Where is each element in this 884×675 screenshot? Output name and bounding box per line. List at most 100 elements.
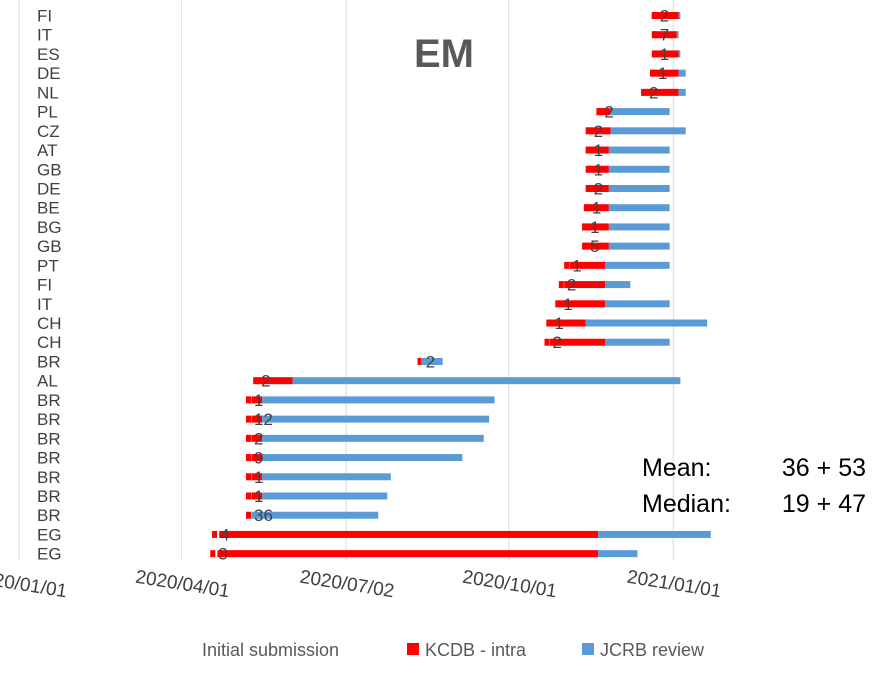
jcrb-review-bar: [678, 12, 681, 19]
kcdb-intra-bar: [589, 146, 609, 154]
initial-submission-marker: [585, 127, 591, 135]
jcrb-review-bar: [608, 223, 670, 231]
kcdb-intra-bar: [585, 242, 609, 250]
initial-submission-marker: [544, 338, 550, 346]
kcdb-intra-bar: [251, 434, 263, 442]
row-label: BR: [37, 506, 61, 525]
initial-submission-marker: [246, 454, 252, 462]
row-label: IT: [37, 295, 52, 314]
jcrb-review-bar: [251, 511, 379, 519]
row-count-label: 1: [254, 487, 263, 506]
legend-label: Initial submission: [202, 640, 339, 660]
row-label: BR: [37, 429, 61, 448]
row-label: BR: [37, 487, 61, 506]
row-count-label: 2: [660, 7, 669, 26]
initial-submission-marker: [246, 396, 252, 404]
jcrb-review-bar: [608, 242, 670, 250]
row-label: GB: [37, 237, 62, 256]
row-label: PT: [37, 256, 59, 275]
row-label: AT: [37, 141, 57, 160]
row-label: ES: [37, 45, 60, 64]
row-label: PL: [37, 103, 58, 122]
jcrb-review-bar: [262, 434, 484, 442]
initial-submission-marker: [555, 300, 561, 308]
legend-label: JCRB review: [600, 640, 705, 660]
row-count-label: 1: [594, 141, 603, 160]
row-count-label: 1: [254, 468, 263, 487]
kcdb-intra-bar: [219, 530, 599, 538]
kcdb-intra-bar: [651, 69, 679, 77]
kcdb-intra-bar: [251, 415, 263, 423]
legend-label: KCDB - intra: [425, 640, 527, 660]
row-count-label: 2: [426, 352, 435, 371]
jcrb-review-bar: [605, 300, 670, 308]
kcdb-intra-bar: [417, 357, 422, 365]
legend-swatch: [407, 643, 419, 655]
kcdb-intra-bar: [651, 12, 679, 19]
jcrb-review-bar: [678, 69, 686, 77]
row-label: FI: [37, 7, 52, 26]
row-count-label: 1: [594, 160, 603, 179]
row-count-label: 4: [220, 525, 229, 544]
kcdb-intra-bar: [589, 184, 609, 192]
row-count-label: 2: [553, 333, 562, 352]
jcrb-review-bar: [610, 127, 686, 135]
initial-submission-marker: [246, 473, 252, 481]
initial-submission-marker: [253, 377, 259, 385]
jcrb-review-bar: [585, 319, 708, 327]
initial-submission-marker: [246, 492, 252, 500]
row-label: BE: [37, 199, 60, 218]
row-count-label: 1: [563, 295, 572, 314]
jcrb-review-bar: [676, 31, 679, 39]
row-count-label: 3: [218, 545, 227, 564]
initial-submission-marker: [583, 204, 589, 212]
row-label: EG: [37, 525, 62, 544]
kcdb-intra-bar: [251, 396, 263, 404]
initial-submission-marker: [641, 88, 647, 96]
kcdb-intra-bar: [585, 223, 609, 231]
initial-submission-marker: [582, 242, 588, 250]
stat-label: Mean:: [642, 454, 711, 482]
row-label: AL: [37, 372, 58, 391]
jcrb-review-bar: [421, 357, 443, 365]
initial-submission-marker: [558, 281, 564, 289]
x-tick-label: 2020/10/01: [461, 567, 558, 603]
kcdb-intra-bar: [598, 108, 611, 116]
x-tick-label: 2020/01/01: [0, 567, 68, 603]
jcrb-review-bar: [605, 281, 631, 289]
kcdb-intra-bar: [549, 319, 586, 327]
stat-value: 19 + 47: [782, 490, 866, 518]
legend-swatch: [582, 643, 594, 655]
jcrb-review-bar: [598, 550, 638, 558]
initial-submission-marker: [582, 223, 588, 231]
kcdb-intra-bar: [251, 492, 263, 500]
row-count-label: 2: [594, 122, 603, 141]
row-count-label: 2: [604, 103, 613, 122]
kcdb-intra-bar: [251, 473, 263, 481]
initial-submission-marker: [585, 146, 591, 154]
row-label: CZ: [37, 122, 60, 141]
initial-submission-marker: [246, 434, 252, 442]
row-count-label: 1: [572, 256, 581, 275]
row-count-label: 2: [567, 276, 576, 295]
jcrb-review-bar: [262, 473, 391, 481]
kcdb-intra-bar: [589, 127, 611, 135]
row-count-label: 12: [254, 410, 273, 429]
kcdb-intra-bar: [256, 377, 293, 385]
kcdb-intra-bar: [251, 454, 263, 462]
row-count-label: 1: [592, 199, 601, 218]
kcdb-intra-bar: [217, 550, 599, 558]
row-count-label: 2: [649, 83, 658, 102]
kcdb-intra-bar: [549, 338, 606, 346]
jcrb-review-bar: [608, 146, 670, 154]
x-tick-label: 2020/04/01: [134, 567, 231, 603]
row-label: BR: [37, 391, 61, 410]
row-count-label: 1: [660, 45, 669, 64]
row-count-label: 1: [554, 314, 563, 333]
jcrb-review-bar: [608, 184, 670, 192]
initial-submission-marker: [585, 184, 591, 192]
initial-submission-marker: [546, 319, 552, 327]
jcrb-review-bar: [262, 396, 495, 404]
